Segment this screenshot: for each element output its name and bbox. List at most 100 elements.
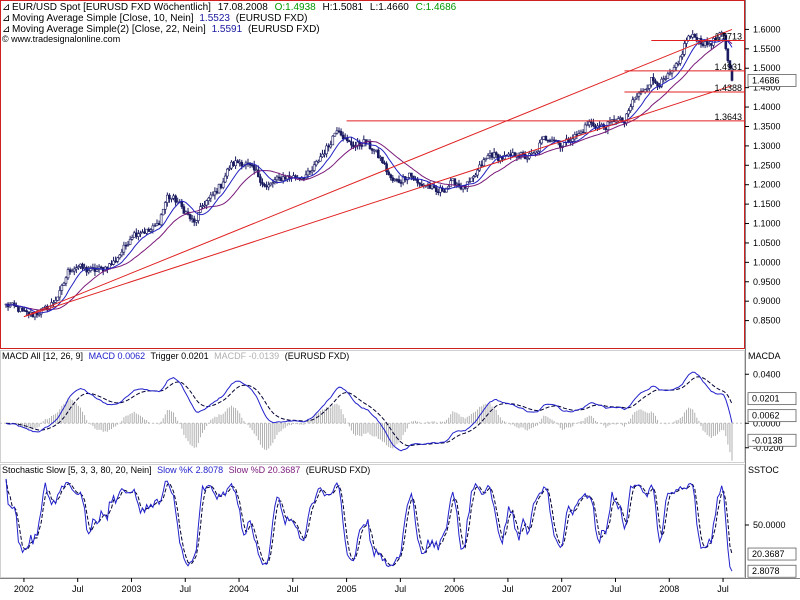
candle-body: [325, 145, 328, 155]
candle-body: [234, 160, 237, 166]
candle-body: [488, 152, 492, 156]
candle-body: [207, 197, 211, 201]
candle-body: [397, 179, 401, 183]
candle-body: [192, 218, 196, 223]
macd-series: 0.0400 0.0000 -0.0200: [0, 369, 784, 461]
candle-body: [259, 176, 262, 183]
candle-body: [379, 156, 382, 159]
candle-body: [654, 80, 657, 84]
candle-body: [374, 149, 378, 152]
candle-body: [170, 197, 173, 200]
macd-pane-name: MACDA: [748, 351, 781, 361]
candle-body: [139, 232, 142, 235]
candle-body: [81, 263, 84, 269]
candle-body: [468, 181, 471, 183]
price-pane-frame[interactable]: [0, 0, 745, 349]
macd-title: MACD All [12, 26, 9]: [2, 351, 83, 361]
candle-body: [25, 310, 28, 313]
candle-body: [263, 184, 266, 187]
candle-body: [672, 67, 676, 72]
candle-body: [728, 60, 732, 69]
legend-price-date: 17.08.2008: [218, 2, 268, 13]
candle-body: [552, 139, 556, 142]
candle-body: [590, 121, 593, 124]
candle-body: [143, 231, 146, 234]
candle-body: [724, 34, 728, 49]
candle-body: [536, 150, 539, 153]
price-tick-label: 1.2000: [753, 180, 781, 190]
candle-body: [678, 56, 682, 64]
level-label: 1.4388: [714, 83, 742, 93]
candle-body: [141, 231, 144, 234]
candle-body: [240, 161, 244, 167]
candle-body: [120, 251, 124, 256]
price-tick-label: 1.4500: [753, 83, 781, 93]
candle-body: [163, 202, 167, 210]
candle-body: [447, 186, 450, 189]
candle-body: [707, 43, 711, 46]
candle-body: [660, 78, 663, 87]
stoch-series: 50.0000: [5, 478, 786, 572]
candle-body: [377, 149, 380, 159]
candle-body: [77, 266, 80, 268]
price-tick-label: 1.0500: [753, 238, 781, 248]
candle-body: [451, 178, 455, 182]
candle-body: [306, 170, 310, 176]
candle-body: [587, 121, 591, 126]
candle-body: [228, 167, 231, 170]
candle-body: [252, 165, 256, 171]
time-tick-label: 2004: [229, 584, 249, 594]
candle-body: [201, 205, 204, 207]
candle-body: [95, 269, 99, 272]
candle-body: [145, 228, 148, 234]
price-tick-label: 1.5500: [753, 44, 781, 54]
price-tick-label: 1.5000: [753, 63, 781, 73]
candle-body: [579, 131, 583, 134]
candle-body: [581, 131, 585, 134]
stoch-pane-frame[interactable]: [0, 464, 745, 578]
candle-body: [480, 164, 484, 167]
candle-body: [327, 145, 330, 148]
stoch-d-label: Slow %D 20.3687: [229, 465, 301, 475]
candle-body: [623, 122, 626, 124]
candle-body: [476, 169, 479, 176]
candle-body: [619, 117, 622, 120]
macd-line-label: MACD 0.0062: [89, 351, 146, 361]
candle-body: [85, 267, 88, 273]
candle-body: [534, 150, 537, 154]
candle-body: [482, 159, 486, 167]
candle-body: [300, 177, 304, 180]
legend-price-open: O:1.4938: [275, 2, 317, 13]
candle-body: [317, 160, 320, 163]
candle-body: [159, 214, 163, 226]
candle-body: [19, 307, 22, 312]
candle-body: [217, 184, 221, 194]
candle-body: [17, 306, 20, 312]
candle-body: [645, 88, 649, 90]
candle-body: [132, 232, 136, 238]
candle-body: [652, 77, 655, 82]
legend-ma10-name: Moving Average Simple [Close, 10, Nein]: [12, 13, 194, 24]
price-tick-label: 1.0000: [753, 257, 781, 267]
stoch-pane-name: SSTOC: [748, 465, 779, 475]
candle-body: [525, 157, 529, 160]
candle-body: [52, 302, 55, 304]
macd-pane-frame[interactable]: [0, 350, 745, 463]
candle-body: [58, 290, 62, 298]
candle-body: [319, 156, 322, 162]
time-tick-label: Jul: [610, 584, 622, 594]
macd-value-badge-box: [747, 409, 797, 423]
candle-body: [544, 135, 548, 141]
stoch-d-badge-box: [747, 547, 797, 561]
candle-body: [656, 82, 659, 87]
candle-body: [166, 194, 169, 203]
legend-price-low: L:1.4660: [370, 2, 409, 13]
candle-body: [455, 183, 459, 186]
candle-body: [12, 302, 16, 306]
stoch-k-badge: 2.8078: [752, 566, 780, 576]
candle-body: [705, 41, 709, 46]
candle-body: [230, 161, 233, 169]
macd-value-badge: 0.0062: [752, 411, 780, 421]
candle-body: [215, 191, 219, 194]
candle-body: [548, 140, 552, 142]
